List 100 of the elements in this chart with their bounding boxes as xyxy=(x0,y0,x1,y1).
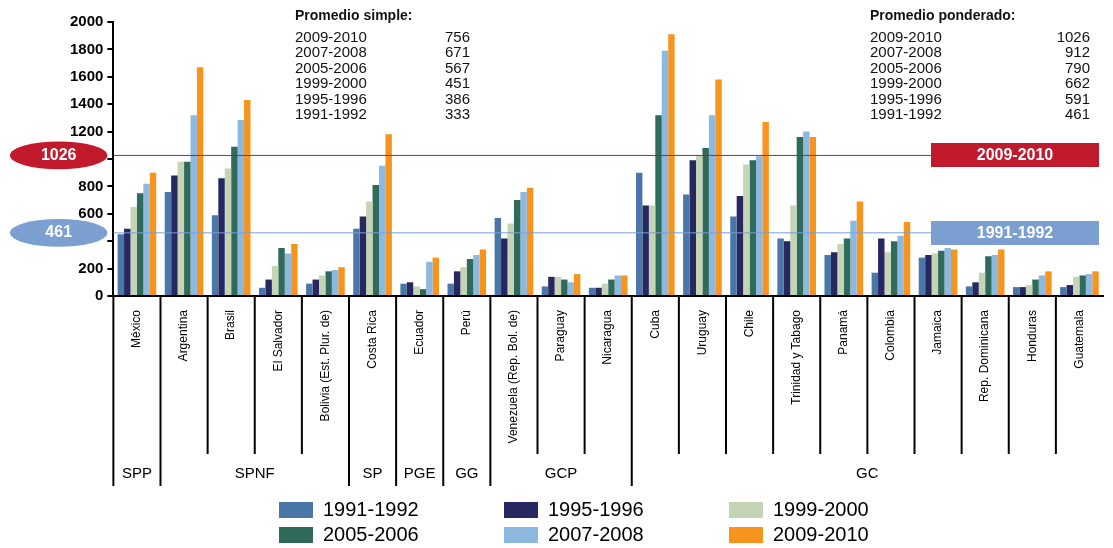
bar xyxy=(561,279,568,295)
bar xyxy=(837,243,844,295)
bar xyxy=(1092,271,1099,295)
bar xyxy=(702,148,709,295)
bar xyxy=(237,119,245,295)
label-box: 2009-2010 xyxy=(931,143,1099,168)
text: GCP xyxy=(544,464,578,482)
ref-line-label: 1026 xyxy=(40,145,77,163)
bar xyxy=(325,271,332,295)
bar xyxy=(385,134,392,295)
bar xyxy=(668,34,675,295)
bar xyxy=(595,287,602,295)
bar xyxy=(244,100,251,295)
bar xyxy=(541,286,549,295)
bar xyxy=(918,257,926,295)
bar xyxy=(809,137,817,295)
bar xyxy=(554,276,562,295)
bar xyxy=(749,160,756,295)
text: GG xyxy=(455,464,479,482)
x-tick-label: Colombia xyxy=(883,309,898,361)
bar xyxy=(903,222,911,295)
bar xyxy=(897,235,904,295)
x-tick-label: Guatemala xyxy=(1071,309,1086,369)
bar xyxy=(501,238,508,295)
text: Promedio simple: 2009-2010 756 2007-2008 671 2005-2006 567 1999-2000 451 1995-1996 386 1991-1992 333 xyxy=(295,7,471,122)
bar xyxy=(171,175,178,295)
bar xyxy=(291,243,298,295)
bar xyxy=(944,248,951,295)
bar xyxy=(278,248,285,295)
legend-label: 1999-2000 xyxy=(773,498,869,521)
bar xyxy=(736,195,744,295)
bar xyxy=(950,249,958,295)
text: GC xyxy=(856,464,879,482)
bar xyxy=(190,115,197,295)
x-tick-label: Paraguay xyxy=(553,310,568,362)
x-tick-label: Argentina xyxy=(176,309,191,362)
bar xyxy=(661,50,669,295)
bar xyxy=(648,205,656,295)
legend-label: 1995-1996 xyxy=(548,498,644,521)
bar xyxy=(211,215,219,295)
legend-label: 2005-2006 xyxy=(323,523,419,546)
x-tick-label: Cuba xyxy=(647,309,662,339)
bar xyxy=(884,252,891,295)
bar xyxy=(1025,285,1033,295)
x-tick-label: Rep. Dominicana xyxy=(977,309,992,403)
bar xyxy=(312,279,319,295)
bar xyxy=(601,283,609,295)
bar xyxy=(1079,275,1086,295)
bar xyxy=(331,269,339,295)
bar xyxy=(353,228,360,295)
bar xyxy=(117,234,125,295)
y-tick-label: 1600 xyxy=(69,66,104,84)
bar xyxy=(426,261,433,295)
bar xyxy=(621,275,628,295)
bar xyxy=(931,253,939,295)
x-tick-label: Ecuador xyxy=(412,310,426,355)
bar xyxy=(1060,287,1067,295)
bar xyxy=(284,253,292,295)
x-tick-label: Uruguay xyxy=(694,310,709,356)
bar xyxy=(730,216,737,295)
bar xyxy=(998,249,1005,295)
y-tick-label: 600 xyxy=(78,203,104,221)
y-tick-label: 2000 xyxy=(69,12,104,30)
bar xyxy=(1045,271,1052,295)
bar xyxy=(689,160,696,295)
x-tick-label: Nicaragua xyxy=(600,309,615,365)
text: SPNF xyxy=(234,464,275,482)
bar xyxy=(843,238,851,295)
bar xyxy=(231,146,238,295)
bar xyxy=(218,178,225,295)
bar xyxy=(124,228,131,295)
bar xyxy=(1012,287,1020,295)
bar xyxy=(635,172,643,295)
x-tick-label: México xyxy=(129,309,144,349)
bar xyxy=(871,272,879,295)
y-tick-label: 0 xyxy=(95,286,104,304)
bar xyxy=(890,241,898,295)
bar xyxy=(985,256,992,295)
x-tick-label: Panamá xyxy=(836,309,851,355)
bar xyxy=(614,275,622,295)
bar xyxy=(379,165,386,295)
bar xyxy=(938,250,945,295)
bar xyxy=(149,172,157,295)
bar xyxy=(177,161,185,295)
bar xyxy=(473,254,480,295)
bar xyxy=(494,217,502,295)
bar xyxy=(400,283,407,295)
x-tick-label: Honduras xyxy=(1024,310,1039,363)
bar xyxy=(507,223,514,295)
bar xyxy=(224,168,232,295)
text: Promedio ponderado: 2009-2010 1026 2007-2008 912 2005-2006 790 1999-2000 662 1995-1996 591 1991-1992 461 xyxy=(870,7,1090,122)
bar xyxy=(479,249,487,295)
bar xyxy=(743,164,750,295)
bar xyxy=(1085,274,1093,295)
x-tick-label: El Salvador xyxy=(270,310,285,372)
legend-label: 2009-2010 xyxy=(773,523,869,546)
bar xyxy=(1073,276,1080,295)
bar xyxy=(830,252,838,295)
bar xyxy=(513,200,521,295)
bar xyxy=(406,282,414,295)
